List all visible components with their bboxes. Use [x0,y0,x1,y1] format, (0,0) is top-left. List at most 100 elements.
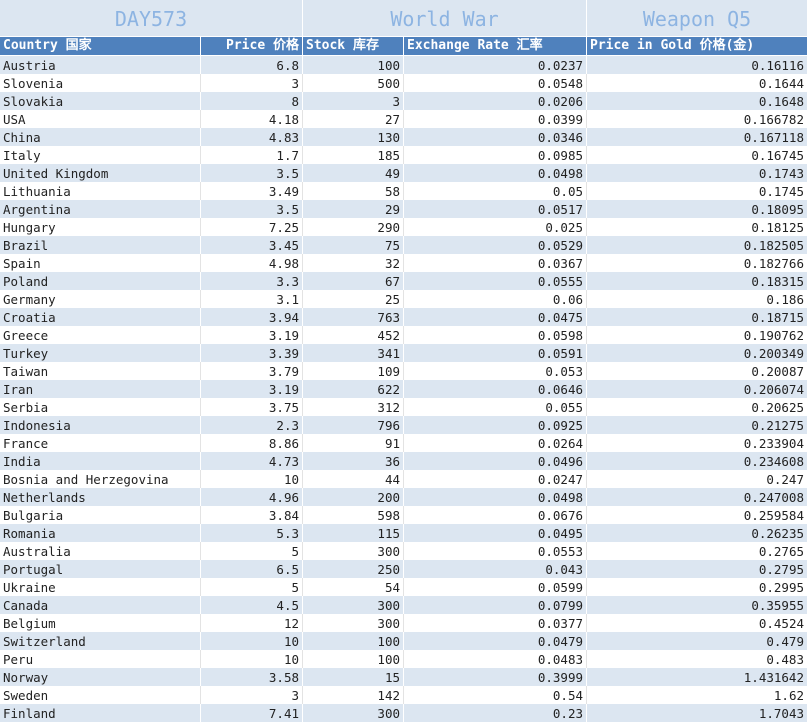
cell-stock[interactable]: 290 [303,218,404,236]
cell-price-in-gold[interactable]: 0.35955 [751,598,804,613]
cell-price[interactable]: 3.79 [201,362,303,380]
cell-exchange-rate[interactable]: 0.0496 [404,452,587,470]
cell-exchange-rate[interactable]: 0.0399 [404,110,587,128]
cell-exchange-rate[interactable]: 0.0264 [404,434,587,452]
cell-country[interactable]: Italy [0,146,201,164]
cell-stock[interactable]: 300 [303,542,404,560]
cell-stock[interactable]: 200 [303,488,404,506]
cell-country[interactable]: Finland [0,704,201,722]
cell-exchange-rate[interactable]: 0.043 [404,560,587,578]
cell-exchange-rate[interactable]: 0.0498 [404,488,587,506]
cell-price-in-gold[interactable]: 0.20087 [751,364,804,379]
cell-exchange-rate[interactable]: 0.0799 [404,596,587,614]
cell-price-in-gold[interactable]: 1.62 [773,688,804,703]
cell-stock[interactable]: 130 [303,128,404,146]
cell-stock[interactable]: 500 [303,74,404,92]
cell-stock[interactable]: 100 [303,632,404,650]
cell-stock[interactable]: 91 [303,434,404,452]
cell-price[interactable]: 3 [201,686,303,704]
cell-price[interactable]: 1.7 [201,146,303,164]
cell-stock[interactable]: 452 [303,326,404,344]
cell-price-in-gold[interactable]: 0.200349 [743,346,804,361]
cell-exchange-rate[interactable]: 0.0483 [404,650,587,668]
cell-price-in-gold[interactable]: 0.1743 [758,166,804,181]
cell-country[interactable]: Croatia [0,308,201,326]
cell-price[interactable]: 3.75 [201,398,303,416]
cell-price[interactable]: 3.39 [201,344,303,362]
cell-exchange-rate[interactable]: 0.0479 [404,632,587,650]
cell-stock[interactable]: 32 [303,254,404,272]
cell-price[interactable]: 6.5 [201,560,303,578]
cell-exchange-rate[interactable]: 0.05 [404,182,587,200]
cell-price[interactable]: 5.3 [201,524,303,542]
cell-price-in-gold[interactable]: 0.4524 [758,616,804,631]
cell-country[interactable]: Canada [0,596,201,614]
cell-exchange-rate[interactable]: 0.025 [404,218,587,236]
cell-stock[interactable]: 67 [303,272,404,290]
cell-exchange-rate[interactable]: 0.06 [404,290,587,308]
cell-country[interactable]: Netherlands [0,488,201,506]
cell-stock[interactable]: 3 [303,92,404,110]
header-price-in-gold[interactable]: Price in Gold 价格(金) [590,38,755,53]
cell-price[interactable]: 4.73 [201,452,303,470]
cell-price-in-gold[interactable]: 0.18095 [751,202,804,217]
cell-country[interactable]: Belgium [0,614,201,632]
cell-price-in-gold[interactable]: 0.182766 [743,256,804,271]
cell-stock[interactable]: 763 [303,308,404,326]
cell-stock[interactable]: 598 [303,506,404,524]
cell-price[interactable]: 3.3 [201,272,303,290]
cell-price[interactable]: 4.83 [201,128,303,146]
cell-exchange-rate[interactable]: 0.0676 [404,506,587,524]
cell-country[interactable]: Sweden [0,686,201,704]
cell-country[interactable]: Australia [0,542,201,560]
cell-price[interactable]: 8.86 [201,434,303,452]
cell-exchange-rate[interactable]: 0.0475 [404,308,587,326]
cell-exchange-rate[interactable]: 0.54 [404,686,587,704]
cell-price-in-gold[interactable]: 0.167118 [743,130,804,145]
cell-stock[interactable]: 185 [303,146,404,164]
cell-price-in-gold[interactable]: 0.21275 [751,418,804,433]
cell-price[interactable]: 5 [201,542,303,560]
cell-price[interactable]: 3.58 [201,668,303,686]
cell-price[interactable]: 2.3 [201,416,303,434]
header-country[interactable]: Country 国家 [0,37,201,55]
cell-price-in-gold[interactable]: 0.247008 [743,490,804,505]
cell-stock[interactable]: 49 [303,164,404,182]
cell-exchange-rate[interactable]: 0.0495 [404,524,587,542]
cell-price[interactable]: 10 [201,650,303,668]
cell-price[interactable]: 10 [201,470,303,488]
cell-country[interactable]: United Kingdom [0,164,201,182]
header-price[interactable]: Price 价格 [201,37,303,55]
cell-country[interactable]: Bulgaria [0,506,201,524]
cell-country[interactable]: Poland [0,272,201,290]
cell-price-in-gold[interactable]: 0.16116 [751,58,804,73]
cell-exchange-rate[interactable]: 0.0553 [404,542,587,560]
cell-price[interactable]: 3.19 [201,380,303,398]
cell-price[interactable]: 3.19 [201,326,303,344]
cell-price-in-gold[interactable]: 0.483 [766,652,804,667]
cell-country[interactable]: Germany [0,290,201,308]
cell-country[interactable]: France [0,434,201,452]
cell-stock[interactable]: 75 [303,236,404,254]
cell-exchange-rate[interactable]: 0.0529 [404,236,587,254]
cell-exchange-rate[interactable]: 0.0555 [404,272,587,290]
cell-price-in-gold[interactable]: 0.2795 [758,562,804,577]
cell-stock[interactable]: 29 [303,200,404,218]
cell-exchange-rate[interactable]: 0.23 [404,704,587,722]
cell-country[interactable]: Romania [0,524,201,542]
cell-stock[interactable]: 44 [303,470,404,488]
cell-price-in-gold[interactable]: 0.166782 [743,112,804,127]
cell-price-in-gold[interactable]: 0.26235 [751,526,804,541]
cell-stock[interactable]: 109 [303,362,404,380]
cell-price-in-gold[interactable]: 0.233904 [743,436,804,451]
cell-stock[interactable]: 25 [303,290,404,308]
cell-stock[interactable]: 36 [303,452,404,470]
cell-price-in-gold[interactable]: 0.182505 [743,238,804,253]
cell-country[interactable]: Switzerland [0,632,201,650]
cell-price[interactable]: 4.96 [201,488,303,506]
cell-stock[interactable]: 15 [303,668,404,686]
cell-exchange-rate[interactable]: 0.0548 [404,74,587,92]
cell-price-in-gold[interactable]: 0.1745 [758,184,804,199]
cell-country[interactable]: Bosnia and Herzegovina [0,470,201,488]
cell-exchange-rate[interactable]: 0.0598 [404,326,587,344]
